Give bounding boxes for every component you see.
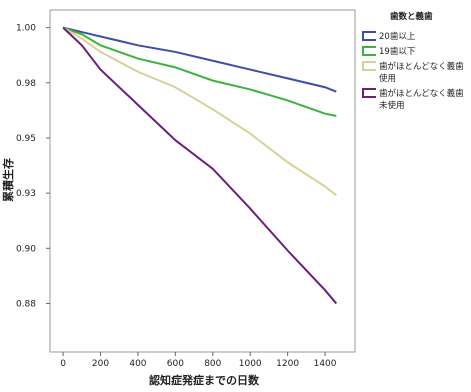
plot-frame	[49, 9, 356, 353]
legend-item: 20歯以上	[362, 30, 467, 42]
legend-label: 20歯以上	[379, 32, 416, 42]
legend-item: 歯がほとんどなく義歯使用	[362, 60, 467, 84]
y-tick-label: 0.98	[16, 79, 36, 89]
legend-label: 歯がほとんどなく義歯使用	[379, 62, 464, 84]
legend-title: 歯数と義歯	[390, 12, 433, 22]
x-tick-label: 400	[129, 359, 146, 369]
x-tick-label: 800	[204, 359, 221, 369]
legend-item: 歯がほとんどなく義歯未使用	[362, 87, 467, 111]
x-tick-label: 1400	[314, 359, 337, 369]
legend-swatch	[362, 31, 376, 41]
series-line	[62, 26, 337, 93]
legend-swatch	[362, 61, 376, 71]
legend: 歯数と義歯 20歯以上 19歯以下歯がほとんどなく義歯使用 歯がほとんどなく義歯未使…	[362, 10, 467, 114]
x-tick-label: 0	[60, 359, 66, 369]
x-tick-label: 600	[167, 359, 184, 369]
y-tick-label: 0.88	[16, 299, 36, 309]
x-tick-label: 200	[92, 359, 109, 369]
series-line	[62, 26, 337, 117]
y-tick-label: 1.00	[16, 24, 36, 34]
y-tick-label: 0.90	[16, 244, 36, 254]
legend-label: 19歯以下	[379, 47, 416, 57]
x-tick-label: 1000	[239, 359, 262, 369]
y-tick-label: 0.95	[16, 134, 36, 144]
legend-swatch	[362, 46, 376, 56]
x-axis-label: 認知症発症までの日数	[149, 373, 260, 387]
y-tick-label: 0.93	[16, 189, 36, 199]
legend-label: 歯がほとんどなく義歯未使用	[379, 89, 464, 111]
legend-item: 19歯以下	[362, 45, 467, 57]
series-line	[62, 26, 337, 197]
x-tick-label: 1200	[276, 359, 299, 369]
y-axis-label: 累積生存	[1, 158, 15, 202]
legend-swatch	[362, 88, 376, 98]
series-line	[62, 26, 338, 305]
